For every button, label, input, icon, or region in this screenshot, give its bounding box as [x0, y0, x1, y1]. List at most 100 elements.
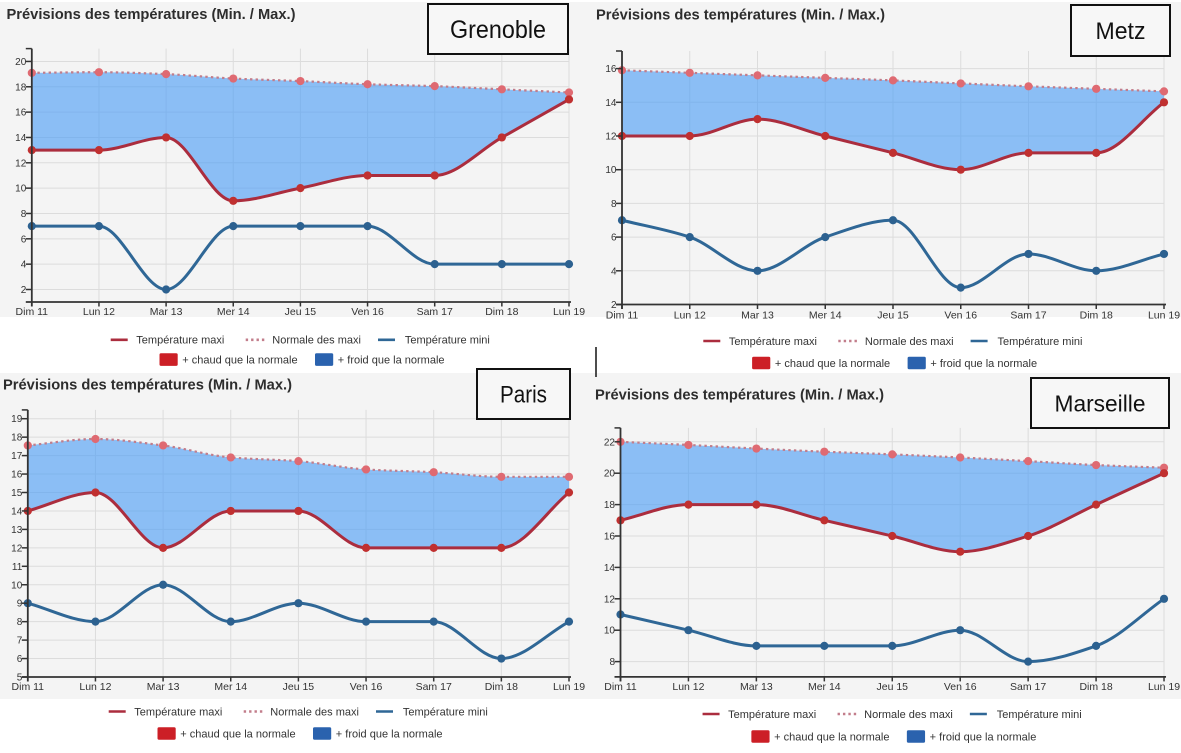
svg-text:Sam 17: Sam 17 — [416, 681, 452, 693]
svg-text:14: 14 — [15, 133, 27, 144]
svg-text:Mar 13: Mar 13 — [147, 681, 180, 693]
svg-text:4: 4 — [611, 266, 617, 277]
svg-text:Dim 18: Dim 18 — [485, 306, 518, 318]
svg-text:Jeu 15: Jeu 15 — [876, 681, 908, 693]
svg-text:10: 10 — [15, 184, 27, 195]
svg-text:Mer 14: Mer 14 — [809, 310, 842, 322]
svg-text:Prévisions des températures (M: Prévisions des températures (Min. / Max.… — [596, 7, 885, 24]
svg-text:15: 15 — [11, 488, 23, 499]
svg-text:+ chaud que la normale: + chaud que la normale — [775, 358, 890, 370]
svg-text:Lun 19: Lun 19 — [553, 306, 585, 318]
svg-text:12: 12 — [605, 132, 617, 143]
svg-text:16: 16 — [604, 532, 616, 543]
svg-text:12: 12 — [11, 543, 23, 554]
svg-text:Mer 14: Mer 14 — [808, 681, 841, 693]
svg-text:+ froid que la normale: + froid que la normale — [930, 358, 1037, 370]
svg-text:Metz: Metz — [1096, 18, 1146, 45]
svg-text:13: 13 — [11, 525, 23, 536]
svg-text:20: 20 — [15, 57, 27, 68]
svg-text:Prévisions des températures (M: Prévisions des températures (Min. / Max.… — [595, 386, 884, 403]
svg-text:11: 11 — [12, 562, 23, 573]
svg-text:Ven 16: Ven 16 — [944, 310, 977, 322]
svg-text:Dim 11: Dim 11 — [12, 681, 45, 693]
svg-text:20: 20 — [604, 469, 616, 480]
svg-text:10: 10 — [604, 626, 616, 637]
svg-text:Jeu 15: Jeu 15 — [877, 310, 909, 322]
svg-text:16: 16 — [15, 108, 27, 119]
svg-text:Dim 18: Dim 18 — [1079, 681, 1112, 693]
svg-text:Lun 12: Lun 12 — [674, 310, 706, 322]
svg-text:6: 6 — [611, 233, 617, 244]
svg-text:Ven 16: Ven 16 — [351, 306, 384, 318]
svg-text:9: 9 — [17, 599, 23, 610]
svg-text:+ chaud que la normale: + chaud que la normale — [774, 731, 889, 743]
svg-text:Dim 18: Dim 18 — [485, 681, 518, 693]
svg-text:18: 18 — [11, 433, 23, 444]
svg-text:22: 22 — [604, 437, 616, 448]
svg-text:6: 6 — [21, 234, 27, 245]
svg-text:Lun 19: Lun 19 — [1148, 310, 1180, 322]
svg-text:Lun 12: Lun 12 — [79, 681, 111, 693]
svg-text:Ven 16: Ven 16 — [350, 681, 383, 693]
svg-text:Mar 13: Mar 13 — [150, 306, 183, 318]
svg-text:Température maxi: Température maxi — [728, 709, 816, 721]
svg-text:Lun 19: Lun 19 — [553, 681, 585, 693]
svg-text:14: 14 — [605, 98, 617, 109]
svg-text:16: 16 — [605, 64, 617, 75]
svg-text:12: 12 — [604, 594, 616, 605]
svg-text:19: 19 — [11, 414, 23, 425]
svg-text:Température mini: Température mini — [998, 336, 1083, 348]
svg-text:Température mini: Température mini — [997, 709, 1082, 721]
svg-text:14: 14 — [604, 563, 616, 574]
svg-text:Normale des maxi: Normale des maxi — [864, 709, 953, 721]
svg-text:+ chaud que la normale: + chaud que la normale — [182, 355, 297, 367]
svg-text:Température maxi: Température maxi — [729, 336, 817, 348]
svg-text:14: 14 — [11, 506, 23, 517]
svg-text:Dim 11: Dim 11 — [16, 306, 49, 318]
svg-text:8: 8 — [21, 209, 27, 220]
svg-text:Lun 12: Lun 12 — [83, 306, 115, 318]
svg-text:16: 16 — [11, 470, 23, 481]
svg-text:Dim 18: Dim 18 — [1080, 310, 1113, 322]
svg-text:Mar 13: Mar 13 — [741, 310, 774, 322]
svg-text:6: 6 — [17, 654, 23, 665]
svg-text:Température mini: Température mini — [403, 706, 488, 718]
svg-text:Normale des maxi: Normale des maxi — [272, 335, 361, 347]
svg-text:8: 8 — [17, 617, 23, 628]
svg-text:Ven 16: Ven 16 — [944, 681, 977, 693]
svg-text:Sam 17: Sam 17 — [1010, 681, 1046, 693]
svg-text:Prévisions des températures (M: Prévisions des températures (Min. / Max.… — [3, 376, 292, 393]
svg-text:+ froid que la normale: + froid que la normale — [336, 728, 443, 740]
svg-text:Mar 13: Mar 13 — [740, 681, 773, 693]
svg-text:2: 2 — [21, 285, 27, 296]
svg-text:10: 10 — [11, 580, 23, 591]
svg-text:Température maxi: Température maxi — [136, 335, 224, 347]
svg-text:Prévisions des températures (M: Prévisions des températures (Min. / Max.… — [7, 6, 296, 23]
svg-text:Mer 14: Mer 14 — [217, 306, 250, 318]
svg-text:10: 10 — [605, 165, 617, 176]
svg-text:Marseille: Marseille — [1055, 390, 1146, 416]
svg-text:7: 7 — [17, 636, 23, 647]
svg-text:Normale des maxi: Normale des maxi — [270, 706, 359, 718]
svg-text:Sam 17: Sam 17 — [1010, 310, 1046, 322]
svg-text:Sam 17: Sam 17 — [417, 306, 453, 318]
svg-text:Grenoble: Grenoble — [450, 16, 546, 44]
svg-text:5: 5 — [17, 673, 23, 684]
svg-text:18: 18 — [604, 500, 616, 511]
svg-text:8: 8 — [611, 199, 617, 210]
svg-text:2: 2 — [611, 300, 617, 311]
svg-text:Température maxi: Température maxi — [134, 706, 222, 718]
svg-text:+ froid que la normale: + froid que la normale — [338, 355, 445, 367]
svg-text:18: 18 — [15, 82, 27, 93]
svg-text:4: 4 — [21, 260, 27, 271]
svg-text:+ chaud que la normale: + chaud que la normale — [180, 728, 295, 740]
svg-text:Paris: Paris — [500, 382, 547, 409]
svg-text:Dim 11: Dim 11 — [604, 681, 637, 693]
svg-text:Lun 12: Lun 12 — [672, 681, 704, 693]
svg-text:Température mini: Température mini — [405, 335, 490, 347]
svg-text:12: 12 — [15, 158, 27, 169]
svg-text:Normale des maxi: Normale des maxi — [865, 336, 954, 348]
svg-text:Lun 19: Lun 19 — [1148, 681, 1180, 693]
svg-text:Jeu 15: Jeu 15 — [283, 681, 315, 693]
svg-text:17: 17 — [11, 451, 23, 462]
